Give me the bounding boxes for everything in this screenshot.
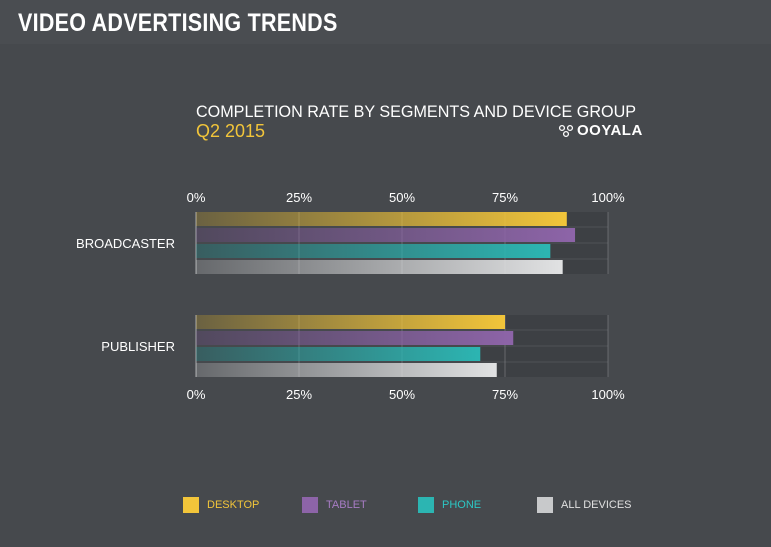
- tick-label: 50%: [389, 387, 415, 402]
- bar-phone-broadcaster: [196, 244, 551, 258]
- brand-name: OOYALA: [577, 122, 643, 139]
- legend-label-tablet: TABLET: [326, 499, 367, 511]
- chart-title: COMPLETION RATE BY SEGMENTS AND DEVICE G…: [196, 102, 637, 121]
- chart-subtitle: Q2 2015: [196, 121, 266, 141]
- brand-logo: OOYALA: [558, 122, 643, 139]
- ooyala-logo-icon: [558, 124, 574, 137]
- legend-label-phone: PHONE: [442, 499, 482, 511]
- legend-label-all-devices: ALL DEVICES: [561, 499, 632, 511]
- tick-label: 25%: [286, 190, 312, 205]
- legend-item-tablet: TABLET: [302, 497, 367, 513]
- legend-label-desktop: DESKTOP: [207, 499, 260, 511]
- legend-item-desktop: DESKTOP: [183, 497, 259, 513]
- legend-swatch-desktop: [183, 497, 199, 513]
- page-title: VIDEO ADVERTISING TRENDS: [18, 9, 338, 37]
- tick-label: 75%: [492, 190, 518, 205]
- bar-all-devices-publisher: [196, 363, 497, 377]
- bar-phone-publisher: [196, 347, 481, 361]
- chart-panel: [0, 44, 771, 547]
- legend-swatch-all-devices: [537, 497, 553, 513]
- tick-label: 0%: [187, 387, 206, 402]
- legend-item-phone: PHONE: [418, 497, 481, 513]
- bar-tablet-broadcaster: [196, 228, 576, 242]
- bar-desktop-broadcaster: [196, 212, 567, 226]
- tick-label: 50%: [389, 190, 415, 205]
- bar-tablet-publisher: [196, 331, 514, 345]
- category-label: BROADCASTER: [76, 236, 175, 251]
- tick-label: 100%: [591, 387, 625, 402]
- chart-legend: DESKTOP TABLET PHONE ALL DEVICES: [0, 497, 771, 517]
- bar-all-devices-broadcaster: [196, 260, 563, 274]
- legend-swatch-phone: [418, 497, 434, 513]
- tick-label: 25%: [286, 387, 312, 402]
- tick-label: 75%: [492, 387, 518, 402]
- legend-item-all-devices: ALL DEVICES: [537, 497, 632, 513]
- bar-desktop-publisher: [196, 315, 505, 329]
- legend-swatch-tablet: [302, 497, 318, 513]
- tick-label: 100%: [591, 190, 625, 205]
- tick-label: 0%: [187, 190, 206, 205]
- category-label: PUBLISHER: [101, 339, 175, 354]
